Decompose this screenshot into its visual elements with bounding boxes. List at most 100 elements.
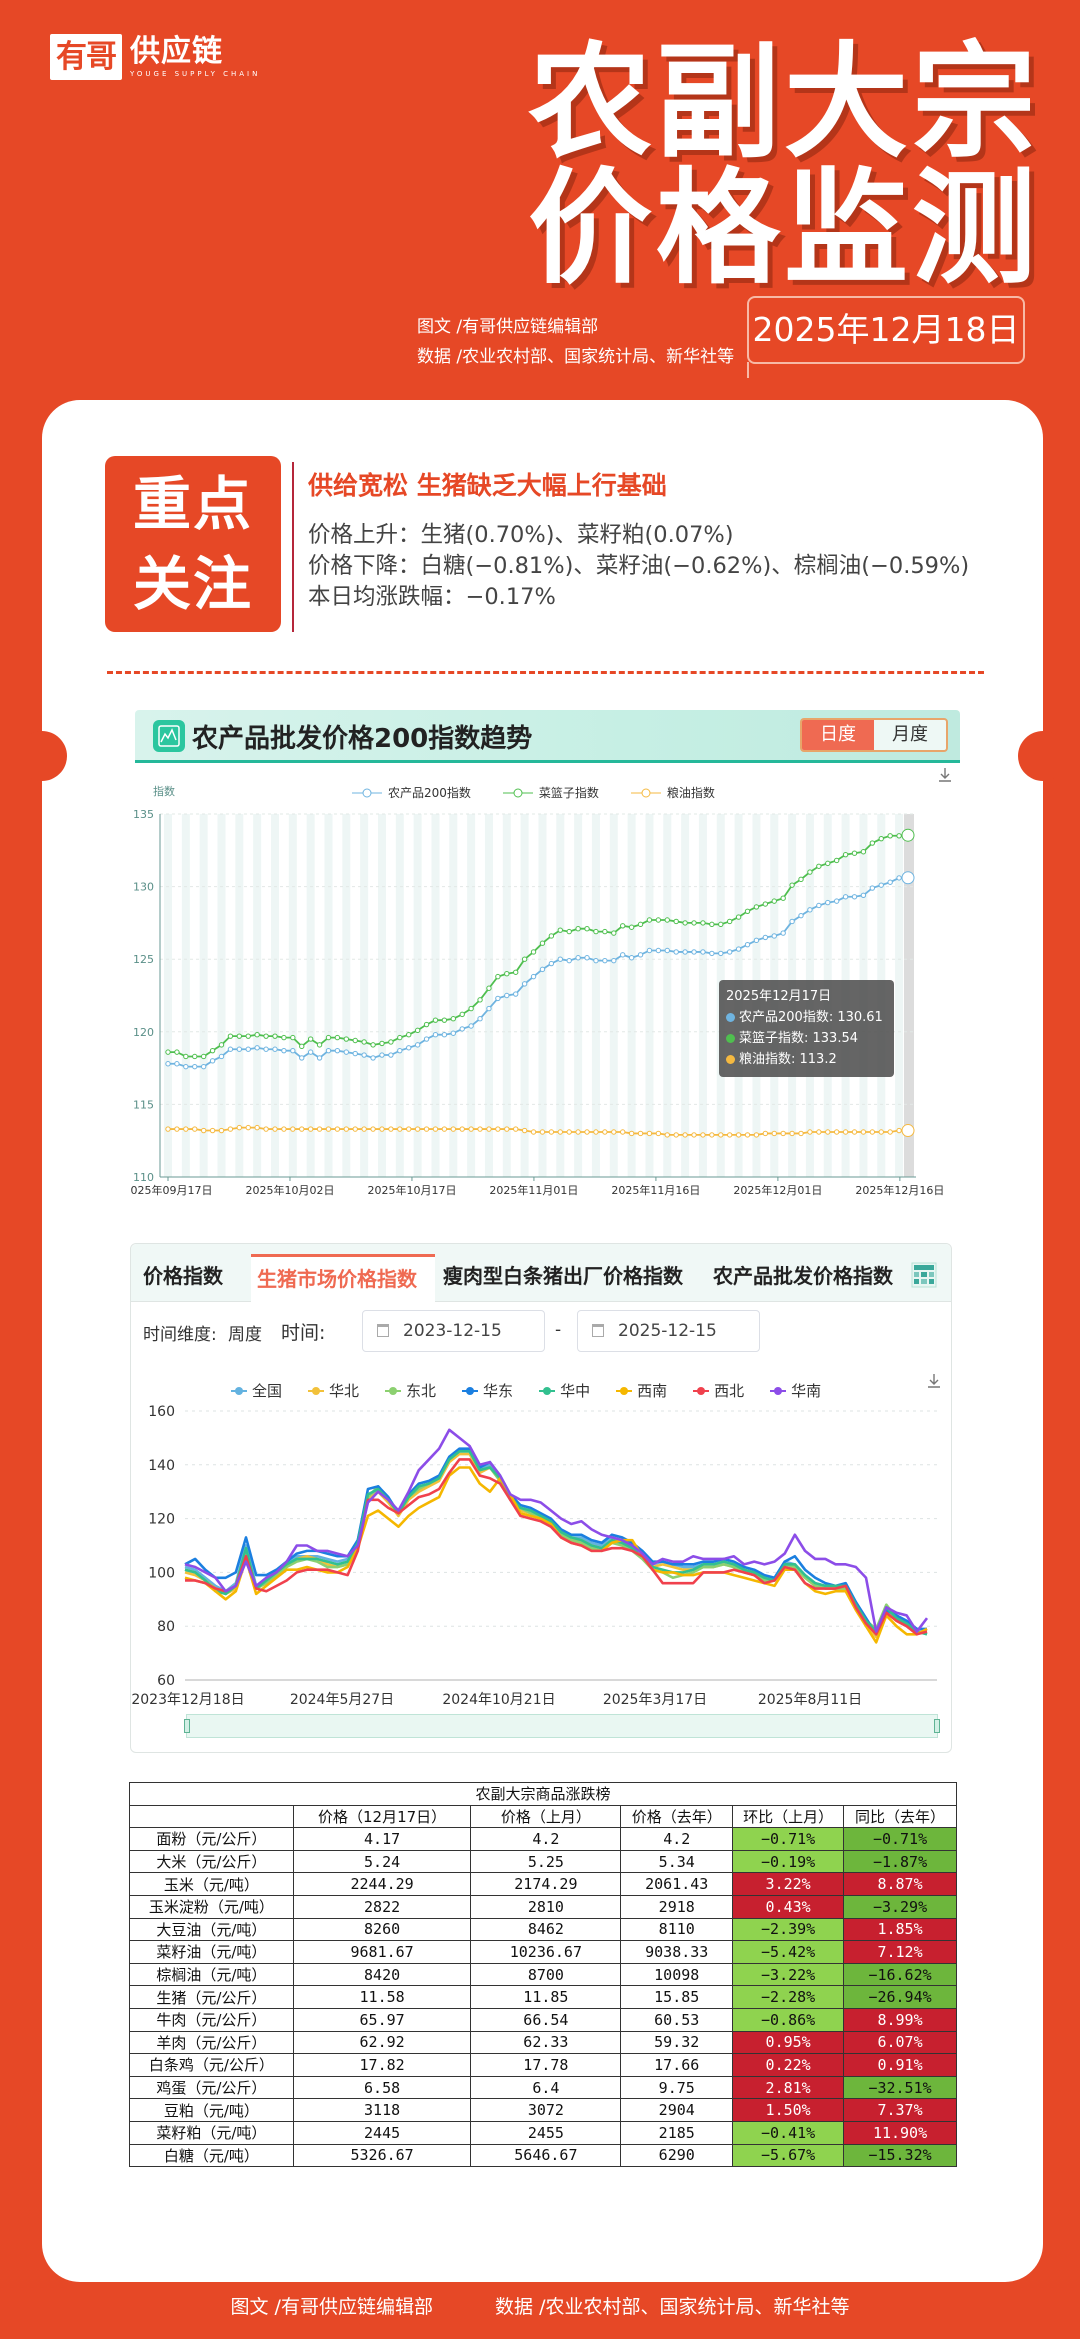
logo-name: 供应链 [130,34,223,69]
key-headline: 供给宽松 生猪缺乏大幅上行基础 [308,471,667,500]
line-chart-icon [153,720,185,752]
slider-handle-left[interactable] [184,1719,190,1733]
commodity-name: 菜籽油（元/吨） [129,1940,294,1964]
price-today: 5.24 [292,1849,472,1874]
yoy-change: −1.87% [843,1849,957,1874]
mom-change: 2.81% [732,2075,845,2100]
legend-item[interactable]: 华南 [770,1380,821,1401]
legend-item[interactable]: 农产品200指数 [352,784,471,801]
table-row: 大米（元/公斤） 5.24 5.25 5.34 −0.19% −1.87% [129,1849,957,1874]
time-dimension-value[interactable]: 周度 [228,1325,262,1345]
column-header: 价格（12月17日） [292,1804,472,1829]
svg-text:2025年11月01日: 2025年11月01日 [489,1183,578,1197]
price-fall-line: 价格下降：白糖(−0.81%)、菜籽油(−0.62%)、棕榈油(−0.59%) [308,553,970,579]
tab-hog-market-index[interactable]: 生猪市场价格指数 [251,1254,435,1302]
tooltip-date: 2025年12月17日 [726,989,832,1004]
commodity-name: 豆粕（元/吨） [129,2098,294,2122]
toggle-monthly[interactable]: 月度 [892,724,928,745]
price-last-year: 2904 [620,2098,734,2122]
time-label: 时间: [281,1322,326,1344]
column-header: 同比（去年） [843,1804,957,1829]
card-notch-right [1018,731,1068,781]
commodity-name: 棕榈油（元/吨） [129,1962,294,1987]
badge-line1: 重点 [132,470,253,538]
table-view-icon[interactable] [911,1262,937,1288]
yoy-change: −15.32% [843,2143,957,2168]
yoy-change: 8.87% [843,1872,957,1896]
table-row: 棕榈油（元/吨） 8420 8700 10098 −3.22% −16.62% [129,1962,957,1987]
commodity-name: 大米（元/公斤） [129,1849,294,1874]
price-today: 2445 [292,2120,472,2145]
logo-mark: 有哥 [50,34,122,80]
svg-text:80: 80 [157,1619,175,1635]
svg-text:2025年3月17日: 2025年3月17日 [603,1692,707,1708]
avg-change-line: 本日均涨跌幅：−0.17% [308,584,556,610]
legend-item[interactable]: 全国 [231,1380,282,1401]
tab-price-index[interactable]: 价格指数 [143,1264,223,1288]
chart1-legend: 农产品200指数 菜篮子指数 粮油指数 [352,784,741,801]
chart1-plot[interactable]: 110 115 120 125 130 135 2025年09月17日 2025年10月02日… [130,800,960,1210]
slider-handle-right[interactable] [934,1719,940,1733]
price-last-year: 2185 [620,2120,734,2145]
svg-text:100: 100 [148,1565,175,1581]
svg-text:140: 140 [148,1458,175,1474]
legend-item[interactable]: 西北 [693,1380,744,1401]
price-last-month: 5.25 [470,1849,622,1874]
legend-item[interactable]: 粮油指数 [630,784,715,801]
table-title: 农副大宗商品涨跌榜 [129,1782,957,1806]
legend-item[interactable]: 华北 [308,1380,359,1401]
svg-text:160: 160 [148,1404,175,1420]
download-icon[interactable] [937,767,953,787]
table-row: 面粉（元/公斤） 4.17 4.2 4.2 −0.71% −0.71% [129,1827,957,1851]
price-today: 11.58 [292,1985,472,2009]
yoy-change: 11.90% [843,2120,957,2145]
table-row: 菜籽油（元/吨） 9681.67 10236.67 9038.33 −5.42% 7.12… [129,1940,957,1964]
start-date-input[interactable]: 2023-12-15 [362,1310,545,1352]
commodity-name: 白糖（元/吨） [129,2143,294,2168]
svg-text:2024年5月27日: 2024年5月27日 [290,1692,394,1708]
price-today: 3118 [292,2098,472,2122]
period-toggle: 日度 月度 [800,718,948,752]
tooltip-row: 粮油指数: 113.2 [726,1049,887,1070]
price-today: 65.97 [292,2007,472,2032]
price-last-year: 10098 [620,1962,734,1987]
tab-lean-pig-index[interactable]: 瘦肉型白条猪出厂价格指数 [443,1264,683,1288]
column-header: 价格（上月） [470,1804,622,1829]
mom-change: 1.50% [732,2098,845,2122]
mom-change: 0.22% [732,2053,845,2077]
yoy-change: −3.29% [843,1894,957,1919]
price-today: 8260 [292,1917,472,1942]
toggle-daily[interactable]: 日度 [802,720,874,750]
mom-change: −0.19% [732,1849,845,1874]
card-notch-left [17,731,67,781]
legend-item[interactable]: 华中 [539,1380,590,1401]
price-today: 4.17 [292,1827,472,1851]
legend-item[interactable]: 西南 [616,1380,667,1401]
price-today: 6.58 [292,2075,472,2100]
svg-text:2025年10月17日: 2025年10月17日 [367,1183,456,1197]
end-date-input[interactable]: 2025-12-15 [577,1310,760,1352]
footer-author: 图文 /有哥供应链编辑部 [230,2296,433,2318]
commodity-name: 菜籽粕（元/吨） [129,2120,294,2145]
price-last-year: 2918 [620,1894,734,1919]
chart2-plot[interactable]: 60 80 100 120 140 160 2023年12月18日 2024年5月27日 202… [125,1395,955,1715]
mom-change: 3.22% [732,1872,845,1896]
svg-text:2025年12月01日: 2025年12月01日 [733,1183,822,1197]
legend-item[interactable]: 菜篮子指数 [502,784,599,801]
legend-item[interactable]: 东北 [385,1380,436,1401]
header-credits: 图文 /有哥供应链编辑部 数据 /农业农村部、国家统计局、新华社等 [417,312,734,372]
download-icon[interactable] [926,1373,942,1393]
brand-logo: 有哥 供应链 YOUGE SUPPLY CHAIN [50,34,260,80]
legend-item[interactable]: 华东 [462,1380,513,1401]
commodity-name: 鸡蛋（元/公斤） [129,2075,294,2100]
commodity-name: 羊肉（元/公斤） [129,2030,294,2055]
logo-english: YOUGE SUPPLY CHAIN [130,70,261,78]
svg-text:2025年09月17日: 2025年09月17日 [130,1183,213,1197]
chart1-header: 农产品批发价格200指数趋势 日度 月度 [135,710,960,763]
price-last-month: 8700 [470,1962,622,1987]
datazoom-slider[interactable] [184,1714,940,1738]
tab-wholesale-index[interactable]: 农产品批发价格指数 [713,1264,893,1288]
price-last-year: 15.85 [620,1985,734,2009]
calendar-icon [377,1324,389,1337]
price-today: 17.82 [292,2053,472,2077]
